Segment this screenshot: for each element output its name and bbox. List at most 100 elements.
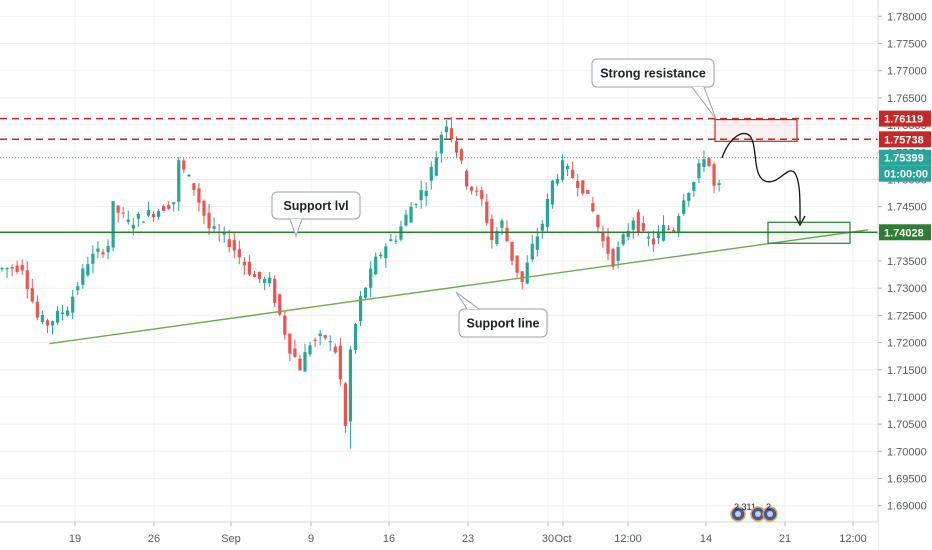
price-axis[interactable]: 1.780001.775001.770001.765001.760001.755…	[877, 0, 932, 550]
candle-body	[182, 160, 186, 170]
time-tick-label: 12:00	[839, 533, 867, 545]
price-tick-label: 1.72500	[887, 310, 927, 322]
price-tick-label: 1.69000	[887, 501, 927, 513]
price-tag-1.76119[interactable]: 1.76119	[879, 110, 931, 127]
candle-body	[156, 211, 161, 217]
price-tick-label: 1.73000	[887, 283, 927, 295]
candle-body	[677, 216, 681, 233]
price-tag-1.75738-text: 1.75738	[884, 134, 924, 146]
price-tag-1.76119-bg	[879, 110, 931, 127]
candle-body	[530, 243, 534, 260]
candle-body	[550, 180, 555, 205]
candle-body	[656, 232, 661, 238]
price-tag-1.75399-bg	[879, 149, 931, 166]
candle-body	[667, 228, 671, 230]
candle-body	[707, 157, 711, 167]
candle-body	[86, 264, 90, 276]
resistance-zone-box[interactable]	[714, 118, 798, 142]
candle-body	[454, 141, 459, 153]
support-line-callout[interactable]: Support line	[455, 291, 548, 338]
candle-body	[197, 188, 201, 203]
candle-body	[641, 223, 645, 231]
candle-body	[55, 310, 60, 323]
candle-body	[480, 190, 484, 200]
candle-body	[576, 181, 580, 188]
candle-body	[247, 261, 252, 275]
time-axis[interactable]: 19 26 Sep 9 16 23 30 Oct 12:00 14 21 12:00	[0, 521, 878, 550]
countdown-tag[interactable]: 01:00:00	[879, 165, 931, 182]
candle-body	[131, 224, 135, 229]
support-lvl-callout-box	[271, 191, 361, 220]
price-tag-1.75399[interactable]: 1.75399	[879, 149, 931, 166]
candle-body	[66, 310, 70, 316]
support-lvl-callout[interactable]: Support lvl	[271, 191, 361, 238]
candle-body	[485, 201, 489, 224]
event-badges[interactable]: 2 311 2	[730, 502, 778, 522]
support-line[interactable]	[49, 229, 869, 345]
candle-body	[293, 348, 297, 357]
candle-body	[586, 190, 590, 194]
event-badge-2[interactable]	[750, 506, 766, 522]
time-tick-label: 16	[383, 533, 395, 545]
price-tick-label: 1.70500	[887, 419, 927, 431]
candle-body	[121, 212, 125, 214]
candle-body	[424, 190, 428, 197]
candle-body	[343, 383, 347, 426]
candle-body	[348, 349, 353, 422]
target-zones[interactable]	[714, 118, 851, 244]
candle-body	[187, 174, 191, 177]
support-trendline[interactable]	[49, 229, 869, 345]
time-tick-label: 12:00	[614, 533, 642, 545]
price-tick-label: 1.73500	[887, 256, 927, 268]
price-axis-bg	[878, 0, 932, 550]
price-tick-label: 1.74500	[887, 202, 927, 214]
time-tick-label: 14	[700, 533, 712, 545]
support-lvl-callout-label: Support lvl	[283, 199, 348, 213]
support-zone-box[interactable]	[767, 221, 851, 244]
price-tick-label: 1.69500	[887, 474, 927, 486]
event-badge-3-count: 2	[766, 502, 771, 512]
candle-body	[465, 170, 469, 187]
event-badge-3-dot	[767, 511, 773, 517]
candle-body	[116, 205, 120, 213]
time-tick-label: 9	[308, 533, 314, 545]
candle-body	[646, 236, 650, 239]
candle-body	[394, 240, 398, 242]
price-tag-1.74028[interactable]: 1.74028	[879, 224, 931, 241]
price-tick-label: 1.72000	[887, 338, 927, 350]
price-tag-1.75738[interactable]: 1.75738	[879, 131, 931, 148]
candle-body	[702, 159, 706, 167]
price-tag-1.76119-text: 1.76119	[884, 114, 923, 126]
candle-body	[177, 160, 181, 202]
annotations[interactable]: Strong resistance Support lvl Support line	[271, 58, 717, 338]
candle-body	[384, 246, 388, 259]
candle-body	[257, 271, 262, 279]
candle-body	[631, 220, 635, 230]
candle-body	[470, 186, 474, 191]
horizontal-levels[interactable]	[0, 117, 878, 234]
candle-body	[126, 219, 130, 222]
candle-body	[571, 169, 575, 178]
price-tick-label: 1.78000	[887, 11, 927, 23]
chart-grid	[0, 0, 878, 522]
candle-body	[449, 128, 454, 139]
candle-body	[672, 230, 676, 232]
candle-body	[268, 277, 272, 284]
strong-resistance-callout[interactable]: Strong resistance	[591, 58, 717, 120]
candle-body	[475, 190, 479, 192]
candle-body	[227, 239, 231, 248]
candle-body	[136, 213, 140, 219]
candle-body	[545, 199, 549, 227]
candle-body	[535, 236, 539, 250]
candle-body	[404, 214, 408, 226]
candle-body	[298, 358, 302, 371]
candle-body	[374, 256, 378, 275]
candle-body	[222, 232, 226, 235]
support-lvl-callout-pointer	[289, 218, 303, 238]
candle-body	[318, 333, 322, 337]
event-badge-3[interactable]: 2	[762, 502, 778, 522]
event-badge-1[interactable]: 2 311	[730, 502, 756, 522]
candle-body	[429, 166, 433, 181]
candle-body	[207, 212, 211, 229]
